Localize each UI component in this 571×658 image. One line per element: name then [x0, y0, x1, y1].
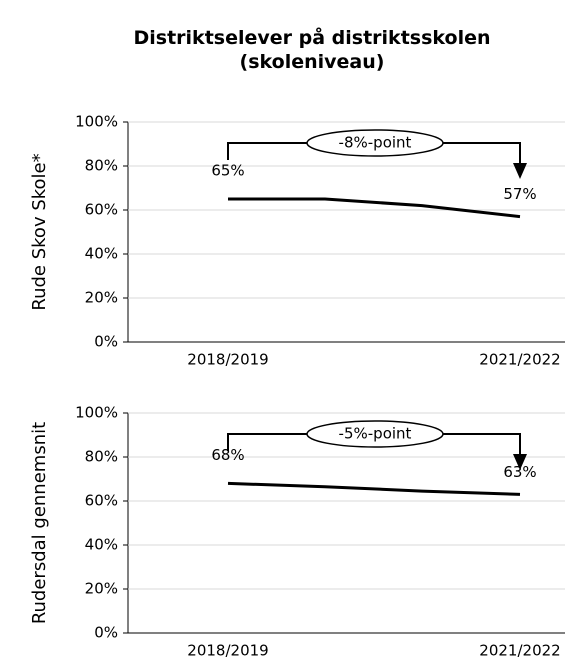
y-tick-label: 20%: [85, 289, 118, 307]
arrow-head: [513, 163, 527, 179]
annotation-box: [306, 420, 444, 448]
x-tick-label: 2021/2022: [479, 642, 560, 658]
annotation: -5%-point: [339, 425, 412, 443]
data-label: 57%: [503, 185, 536, 203]
annotation: -8%-point: [339, 134, 412, 152]
y-axis-label: Rudersdal gennemsnit: [29, 422, 50, 624]
y-tick-label: 60%: [85, 201, 118, 219]
line: [228, 197, 521, 219]
chart-title: Distriktselever på distriktsskolen (skole…: [134, 25, 491, 73]
x-tick-label: 2021/2022: [479, 351, 560, 369]
y-tick-label: 0%: [94, 333, 118, 351]
data-label: 65%: [211, 162, 244, 180]
x-tick-label: 2018/2019: [187, 351, 268, 369]
y-tick-label: 60%: [85, 492, 118, 510]
y-tick-label: 100%: [75, 404, 118, 422]
data-label: 68%: [211, 446, 244, 464]
y-tick-label: 40%: [85, 245, 118, 263]
x-tick-label: 2018/2019: [187, 642, 268, 658]
line: [227, 481, 521, 496]
arrow-head: [513, 454, 527, 470]
y-tick-label: 40%: [85, 536, 118, 554]
y-tick-label: 80%: [85, 157, 118, 175]
y-tick-label: 80%: [85, 448, 118, 466]
y-tick-label: 100%: [75, 113, 118, 131]
annotation-box: [306, 129, 444, 157]
y-tick-label: 0%: [94, 624, 118, 642]
y-axis-label: Rude Skov Skole*: [29, 153, 50, 310]
data-label: 63%: [503, 463, 536, 481]
y-tick-label: 20%: [85, 580, 118, 598]
